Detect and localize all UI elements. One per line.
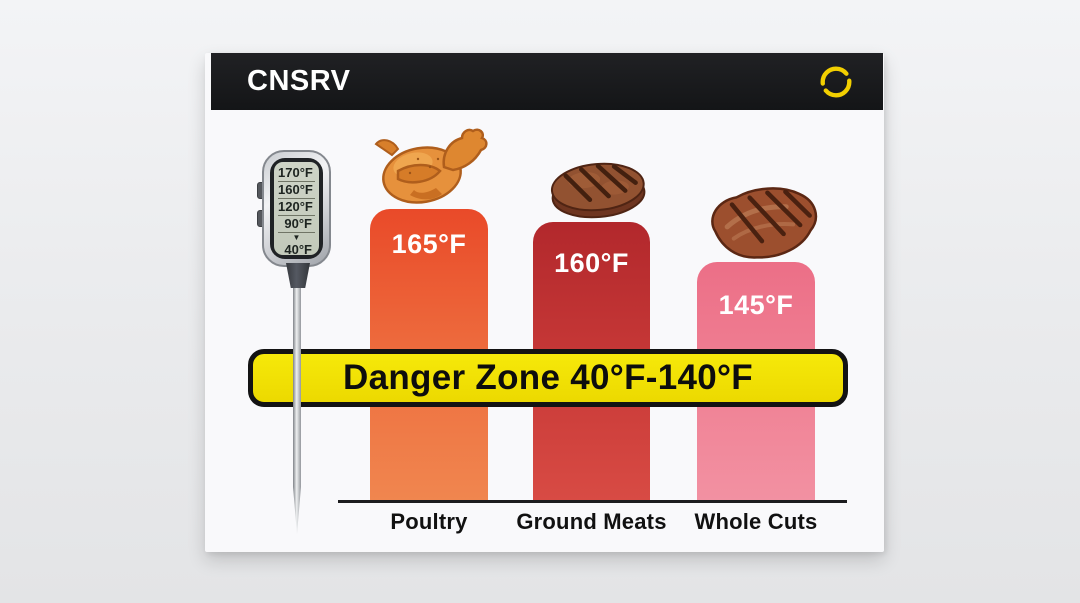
category-label-ground-meats: Ground Meats [516, 509, 667, 534]
thermometer-probe [293, 286, 301, 534]
brand-wordmark: CNSRV [247, 65, 351, 97]
poster-header: CNSRV [211, 53, 883, 110]
roast-chicken-icon [374, 128, 488, 204]
burger-patty-icon [550, 162, 646, 219]
thermometer-collar [286, 263, 310, 288]
lcd-current-reading: 40°F [284, 242, 312, 255]
danger-zone-banner: Danger Zone 40°F-140°F [248, 349, 848, 407]
steak-icon [711, 187, 818, 259]
broken-circle-logo-icon [820, 66, 852, 97]
thermometer-screen-bezel: 170°F 160°F 120°F 90°F ▼ 40°F [270, 158, 323, 259]
food-safety-poster: CNSRV 165°F 160°F 145°F [205, 53, 884, 552]
chart-baseline [338, 500, 847, 503]
lcd-reading: 120°F [278, 199, 315, 216]
lcd-cursor-icon: ▼ [292, 233, 301, 242]
danger-zone-label: Danger Zone 40°F-140°F [343, 358, 753, 397]
bar-value-ground-meats: 160°F [554, 248, 629, 278]
bar-value-whole-cuts: 145°F [718, 290, 794, 320]
bar-value-poultry: 165°F [391, 229, 467, 259]
category-label-poultry: Poultry [390, 509, 468, 534]
lcd-reading: 90°F [278, 216, 315, 233]
food-thermometer: 170°F 160°F 120°F 90°F ▼ 40°F [262, 150, 331, 267]
thermometer-lcd-display: 170°F 160°F 120°F 90°F ▼ 40°F [274, 162, 319, 255]
lcd-reading: 170°F [278, 165, 315, 182]
lcd-reading: 160°F [278, 182, 315, 199]
category-label-whole-cuts: Whole Cuts [694, 509, 818, 534]
